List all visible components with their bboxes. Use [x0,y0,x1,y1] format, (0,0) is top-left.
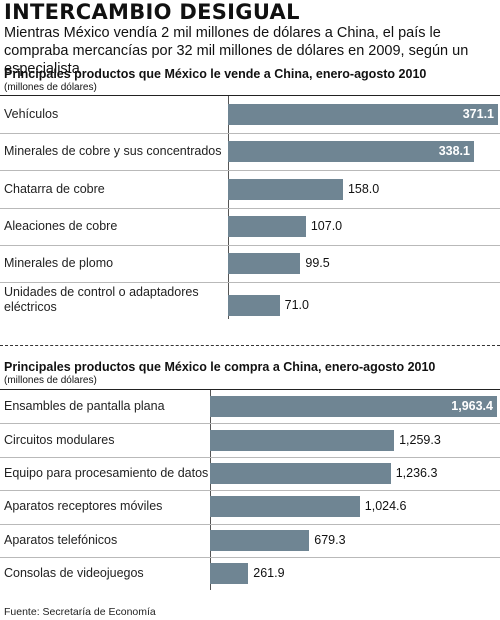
section-title-exports: Principales productos que México le vend… [4,67,427,81]
category-label: Aparatos receptores móviles [4,499,163,514]
category-label: Equipo para procesamiento de datos [4,466,209,480]
data-label: 1,236.3 [395,466,438,480]
data-label: 71.0 [284,298,309,313]
bar [210,563,249,585]
bar [210,496,360,518]
category-label: Chatarra de cobre [4,181,105,196]
bar [210,396,497,418]
bar [210,529,310,551]
bar [228,141,474,163]
data-label: 261.9 [253,566,285,581]
row-separator [0,133,500,135]
row-separator [0,282,500,283]
section-title-imports: Principales productos que México le comp… [4,360,436,374]
data-label: 107.0 [310,218,343,233]
bar [228,104,498,126]
section-unit-imports: (millones de dólares) [4,375,97,386]
data-label: 1,259.3 [399,432,441,447]
source-note: Fuente: Secretaría de Economía [4,606,156,618]
bar [228,295,280,317]
row-separator [0,557,500,558]
chart-subtitle: Mientras México vendía 2 mil millones de… [4,25,469,77]
section-divider [0,345,500,346]
row-separator [0,207,500,209]
data-label: 338.1 [438,144,470,159]
category-label: Minerales de plomo [4,255,114,270]
row-separator [0,170,500,172]
category-label: Aleaciones de cobre [4,218,118,233]
category-label: Minerales de cobre y sus concentrados [4,144,222,159]
data-label: 1,963.4 [451,399,493,414]
bar [228,252,301,274]
category-label: Aparatos telefónicos [4,532,118,547]
data-label: 99.5 [305,255,330,270]
category-label: Circuitos modulares [4,432,115,447]
bar [228,178,343,200]
row-separator [0,523,500,525]
bar [210,463,391,484]
section-rule-imports [0,389,500,390]
data-label: 679.3 [314,532,346,547]
row-separator [0,244,500,246]
row-separator [0,490,500,492]
row-separator [0,423,500,425]
data-label: 1,024.6 [364,499,407,514]
bar [210,429,395,451]
category-label: Ensambles de pantalla plana [4,399,165,414]
bar [228,215,306,237]
chart-title: INTERCAMBIO DESIGUAL [4,0,300,24]
data-label: 158.0 [347,181,380,196]
category-label: Vehículos [4,107,59,122]
section-unit-exports: (millones de dólares) [4,82,97,93]
category-label: Consolas de videojuegos [4,566,144,581]
category-label: Unidades de control o adaptadores eléctr… [4,285,199,314]
row-separator [0,456,500,458]
section-rule-exports [0,95,500,96]
data-label: 371.1 [462,107,494,122]
